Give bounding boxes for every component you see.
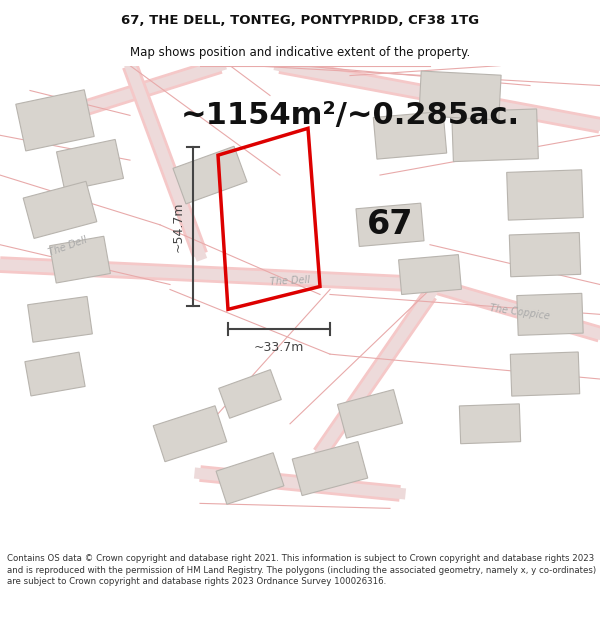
Polygon shape [28,296,92,343]
Polygon shape [398,254,461,294]
Text: 67, THE DELL, TONTEG, PONTYPRIDD, CF38 1TG: 67, THE DELL, TONTEG, PONTYPRIDD, CF38 1… [121,14,479,28]
Polygon shape [452,109,538,162]
Polygon shape [25,352,85,396]
Polygon shape [510,352,580,396]
Text: ~54.7m: ~54.7m [172,201,185,252]
Text: The Coppice: The Coppice [489,303,551,321]
Polygon shape [218,369,281,418]
Polygon shape [216,452,284,504]
Text: ~33.7m: ~33.7m [254,341,304,354]
Polygon shape [460,404,521,444]
Text: 67: 67 [367,208,413,241]
Text: ~1154m²/~0.285ac.: ~1154m²/~0.285ac. [181,101,520,130]
Polygon shape [506,170,583,220]
Polygon shape [56,139,124,191]
Text: The Dell: The Dell [269,274,310,287]
Polygon shape [50,236,110,283]
Text: Map shows position and indicative extent of the property.: Map shows position and indicative extent… [130,46,470,59]
Polygon shape [173,146,247,204]
Polygon shape [509,232,581,277]
Polygon shape [16,90,94,151]
Text: The Dell: The Dell [47,235,89,258]
Polygon shape [517,293,583,336]
Polygon shape [153,406,227,462]
Polygon shape [292,441,368,496]
Polygon shape [23,181,97,238]
Text: Contains OS data © Crown copyright and database right 2021. This information is : Contains OS data © Crown copyright and d… [7,554,596,586]
Polygon shape [337,389,403,438]
Polygon shape [356,203,424,246]
Polygon shape [419,71,501,120]
Polygon shape [373,111,446,159]
